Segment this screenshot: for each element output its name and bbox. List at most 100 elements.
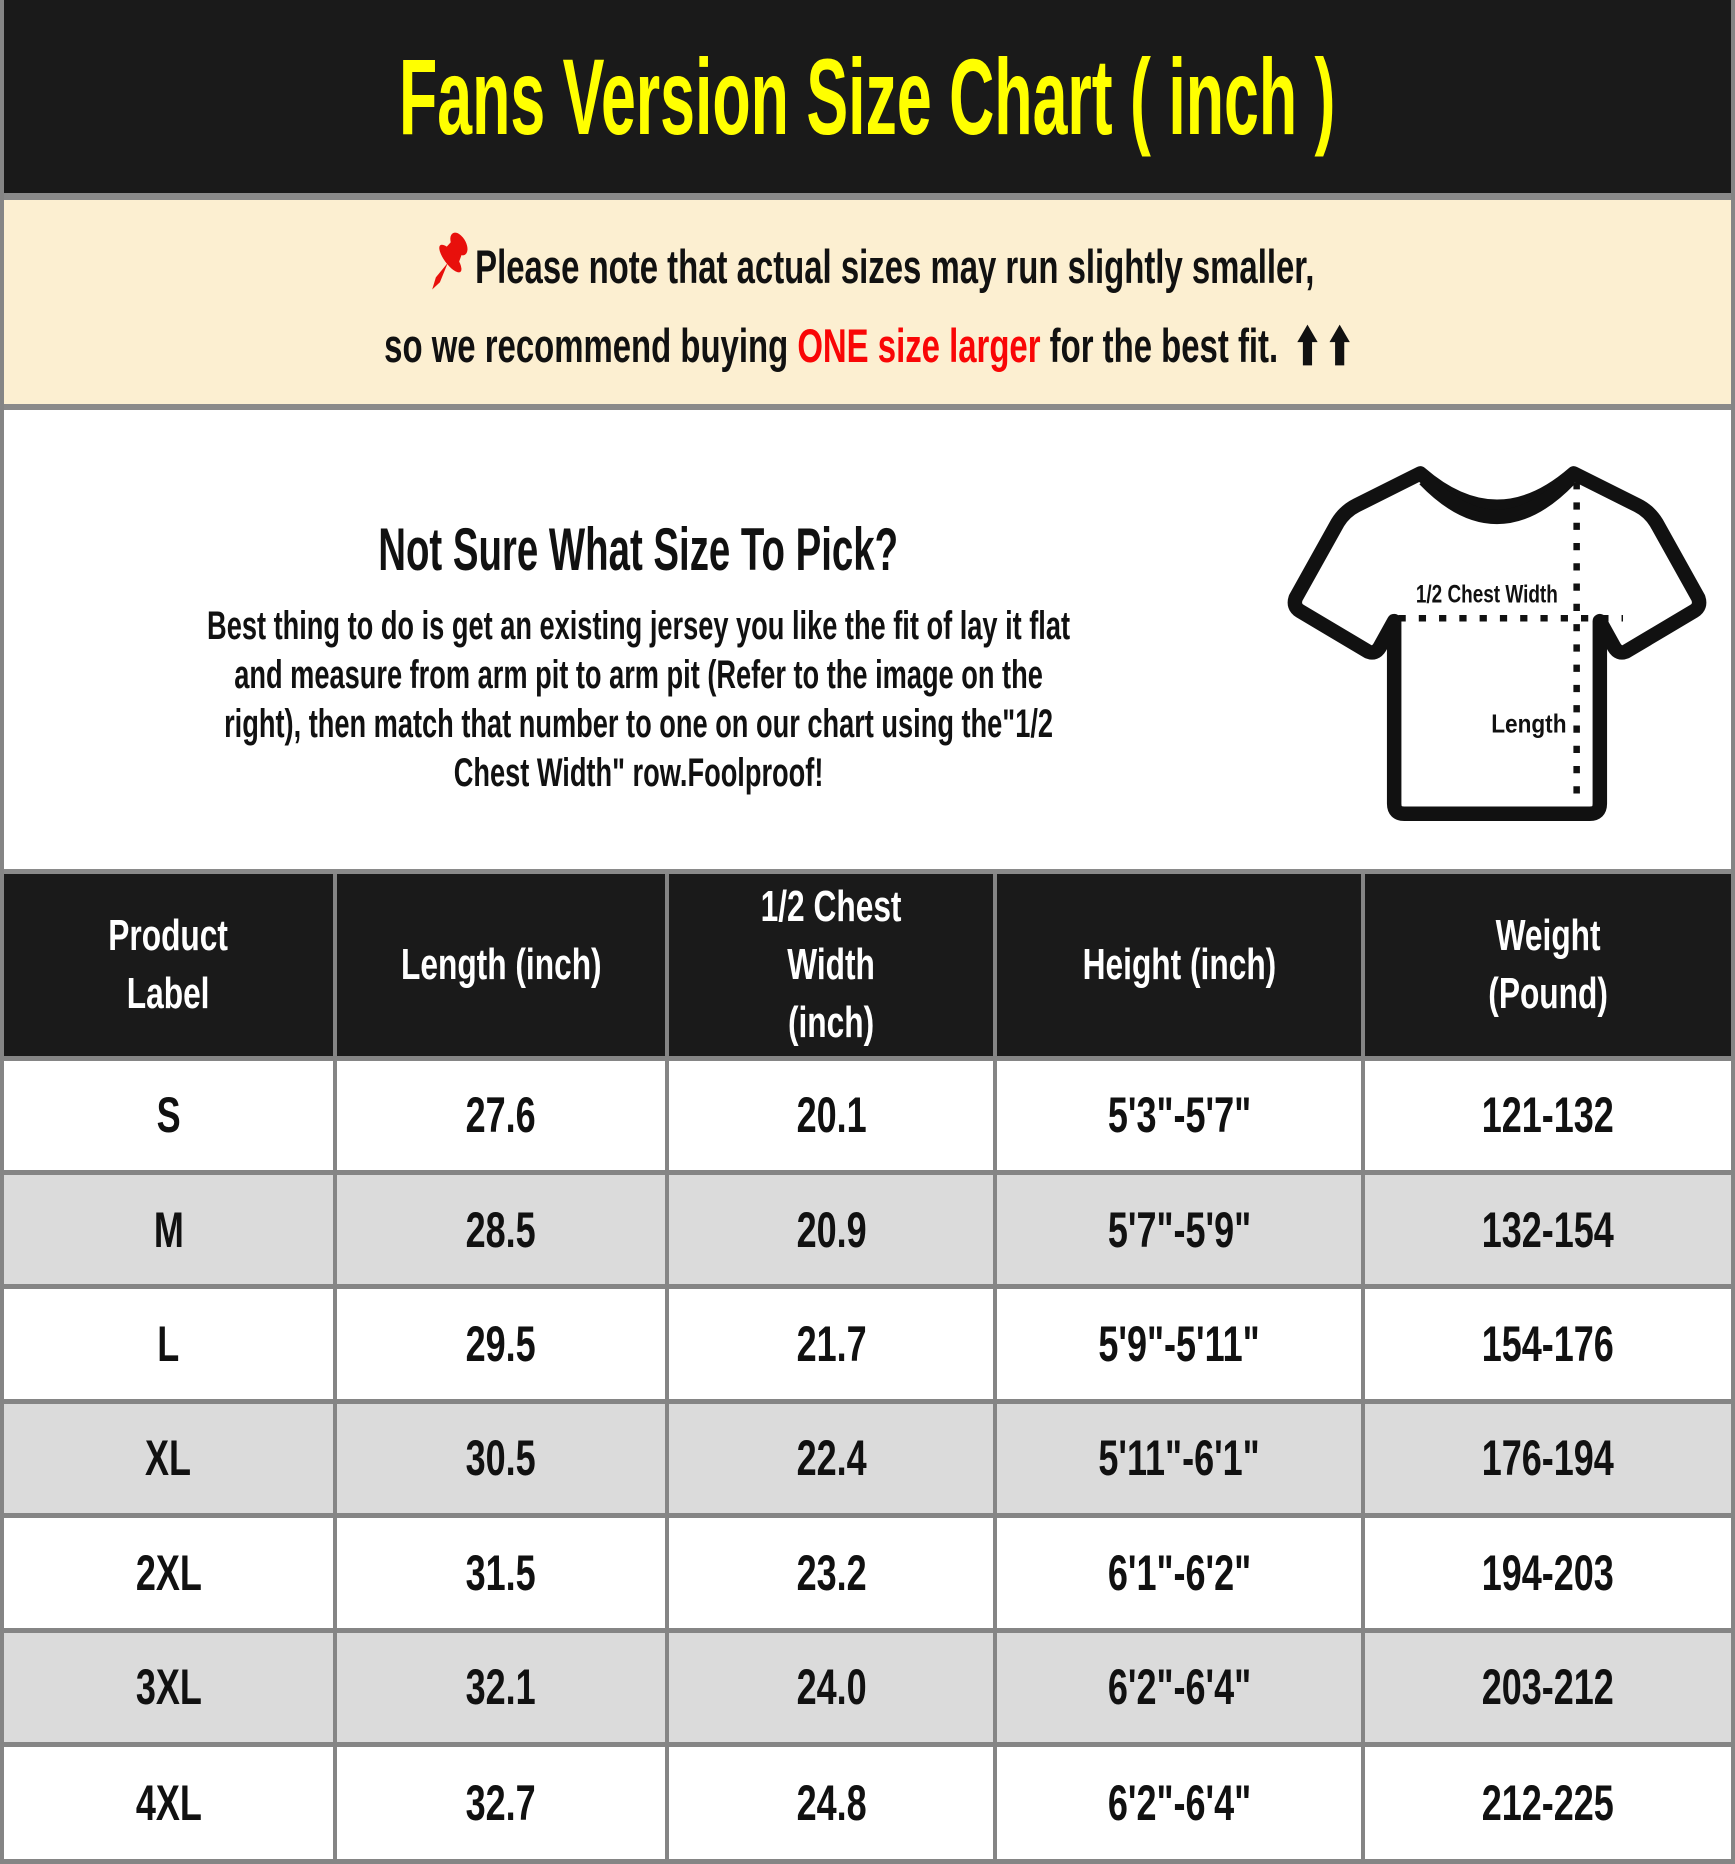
cell-3xl-weight: 203-212 — [1361, 1627, 1731, 1748]
size-row-2xl: 2XL 31.5 23.2 6'1"-6'2" 194-203 — [4, 1513, 1731, 1633]
cell-value: 5'11"-6'1" — [1098, 1430, 1260, 1487]
size-help-heading: Not Sure What Size To Pick? — [378, 516, 899, 584]
cell-value: 27.6 — [465, 1087, 536, 1144]
cell-value: 20.9 — [796, 1201, 867, 1258]
size-row-4xl: 4XL 32.7 24.8 6'2"-6'4" 212-225 — [4, 1742, 1731, 1859]
cell-s-chest: 20.1 — [665, 1055, 998, 1175]
cell-3xl-chest: 24.0 — [665, 1627, 998, 1748]
cell-xl-weight: 176-194 — [1361, 1398, 1731, 1519]
cell-value: S — [156, 1087, 181, 1144]
up-arrow-icon — [1329, 324, 1350, 366]
note-line-2-prefix: so we recommend buying — [384, 318, 798, 372]
note-highlight: ONE size larger — [797, 318, 1041, 372]
cell-l-length: 29.5 — [332, 1284, 670, 1404]
cell-s-weight: 121-132 — [1361, 1055, 1731, 1175]
length-label: Length — [1491, 708, 1566, 738]
cell-value: 154-176 — [1482, 1316, 1615, 1373]
tshirt-collar — [1419, 473, 1575, 524]
cell-value: L — [157, 1316, 180, 1373]
page-title: Fans Version Size Chart ( inch ) — [399, 36, 1336, 157]
note-line-2-suffix: for the best fit. — [1040, 318, 1279, 372]
cell-l-weight: 154-176 — [1361, 1284, 1731, 1404]
title-bar: Fans Version Size Chart ( inch ) — [4, 0, 1731, 200]
header-label: Length (inch) — [400, 939, 602, 989]
cell-value: 5'3"-5'7" — [1107, 1087, 1251, 1144]
cell-s-height: 5'3"-5'7" — [993, 1055, 1366, 1175]
size-row-l: L 29.5 21.7 5'9"-5'11" 154-176 — [4, 1284, 1731, 1404]
cell-value: 5'9"-5'11" — [1098, 1316, 1260, 1373]
table-header-row: Product Label Length (inch) 1/2 Chest Wi… — [4, 874, 1731, 1061]
cell-l-chest: 21.7 — [665, 1284, 998, 1404]
size-help-text-block: Not Sure What Size To Pick? Best thing t… — [4, 410, 1273, 869]
header-label: Height (inch) — [1082, 939, 1276, 989]
up-arrow-icon — [1297, 324, 1318, 366]
cell-4xl-weight: 212-225 — [1361, 1742, 1731, 1859]
cell-xl-height: 5'11"-6'1" — [993, 1398, 1366, 1519]
cell-value: 176-194 — [1482, 1430, 1615, 1487]
note-section: Please note that actual sizes may run sl… — [4, 200, 1731, 410]
cell-value: 20.1 — [796, 1087, 867, 1144]
cell-xl-label: XL — [4, 1398, 337, 1519]
cell-4xl-chest: 24.8 — [665, 1742, 998, 1859]
cell-value: 29.5 — [465, 1316, 536, 1373]
cell-3xl-length: 32.1 — [332, 1627, 670, 1748]
cell-value: 28.5 — [465, 1201, 536, 1258]
cell-value: 194-203 — [1482, 1544, 1615, 1601]
cell-xl-chest: 22.4 — [665, 1398, 998, 1519]
cell-l-label: L — [4, 1284, 337, 1404]
cell-xl-length: 30.5 — [332, 1398, 670, 1519]
cell-2xl-weight: 194-203 — [1361, 1513, 1731, 1633]
size-row-s: S 27.6 20.1 5'3"-5'7" 121-132 — [4, 1055, 1731, 1175]
header-cell-weight: Weight (Pound) — [1361, 874, 1731, 1061]
note-line-1-text: Please note that actual sizes may run sl… — [475, 240, 1315, 293]
cell-value: 212-225 — [1482, 1775, 1615, 1832]
cell-value: 6'1"-6'2" — [1107, 1544, 1251, 1601]
cell-value: M — [153, 1201, 184, 1258]
cell-value: 22.4 — [796, 1430, 867, 1487]
header-cell-chest-width: 1/2 Chest Width (inch) — [665, 874, 998, 1061]
cell-2xl-label: 2XL — [4, 1513, 337, 1633]
cell-value: 6'2"-6'4" — [1107, 1659, 1251, 1716]
pushpin-icon — [432, 232, 468, 289]
cell-value: 24.8 — [796, 1775, 867, 1832]
cell-value: 3XL — [135, 1659, 202, 1716]
cell-4xl-length: 32.7 — [332, 1742, 670, 1859]
cell-l-height: 5'9"-5'11" — [993, 1284, 1366, 1404]
cell-value: 121-132 — [1482, 1087, 1615, 1144]
cell-2xl-length: 31.5 — [332, 1513, 670, 1633]
cell-value: XL — [145, 1430, 192, 1487]
cell-value: 5'7"-5'9" — [1107, 1201, 1251, 1258]
cell-4xl-label: 4XL — [4, 1742, 337, 1859]
cell-value: 24.0 — [796, 1659, 867, 1716]
cell-3xl-height: 6'2"-6'4" — [993, 1627, 1366, 1748]
cell-value: 30.5 — [465, 1430, 536, 1487]
chest-width-label: 1/2 Chest Width — [1416, 581, 1558, 608]
size-row-3xl: 3XL 32.1 24.0 6'2"-6'4" 203-212 — [4, 1627, 1731, 1748]
cell-m-length: 28.5 — [332, 1169, 670, 1290]
cell-m-height: 5'7"-5'9" — [993, 1169, 1366, 1290]
cell-m-label: M — [4, 1169, 337, 1290]
header-cell-product-label: Product Label — [4, 874, 337, 1061]
cell-value: 4XL — [135, 1775, 202, 1832]
cell-value: 203-212 — [1482, 1659, 1615, 1716]
cell-value: 6'2"-6'4" — [1107, 1775, 1251, 1832]
size-help-section: Not Sure What Size To Pick? Best thing t… — [4, 410, 1731, 874]
cell-m-chest: 20.9 — [665, 1169, 998, 1290]
cell-value: 32.1 — [465, 1659, 536, 1716]
cell-4xl-height: 6'2"-6'4" — [993, 1742, 1366, 1859]
size-row-xl: XL 30.5 22.4 5'11"-6'1" 176-194 — [4, 1398, 1731, 1519]
header-label: Product Label — [108, 910, 229, 1018]
cell-2xl-height: 6'1"-6'2" — [993, 1513, 1366, 1633]
cell-value: 32.7 — [465, 1775, 536, 1832]
note-line-2: so we recommend buying ONE size larger f… — [384, 318, 1351, 373]
note-line-1: Please note that actual sizes may run sl… — [421, 232, 1315, 302]
cell-3xl-label: 3XL — [4, 1627, 337, 1748]
cell-value: 21.7 — [796, 1316, 867, 1373]
header-cell-height: Height (inch) — [993, 874, 1366, 1061]
header-label: Weight (Pound) — [1488, 910, 1608, 1018]
tshirt-outline — [1287, 465, 1707, 821]
size-row-m: M 28.5 20.9 5'7"-5'9" 132-154 — [4, 1169, 1731, 1290]
header-cell-length: Length (inch) — [332, 874, 670, 1061]
cell-value: 23.2 — [796, 1544, 867, 1601]
